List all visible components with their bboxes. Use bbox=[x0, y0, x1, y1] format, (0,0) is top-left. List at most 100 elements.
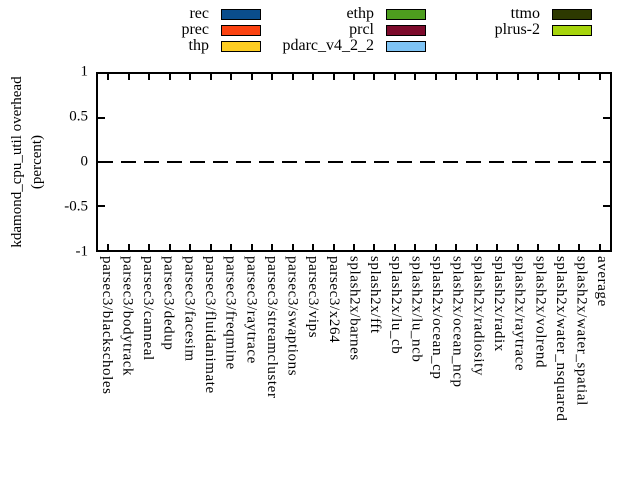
x-tick-label: splash2x/ocean_cp bbox=[429, 256, 446, 380]
legend-column: rec prec thp bbox=[89, 6, 261, 54]
x-tick-mark bbox=[332, 74, 335, 80]
y-axis-title-line1: kdamond_cpu_util overhead bbox=[9, 76, 25, 248]
legend-color-swatch-ttmo bbox=[552, 8, 592, 20]
x-tick-mark bbox=[496, 74, 499, 80]
x-tick-mark bbox=[434, 74, 437, 80]
x-tick-mark bbox=[516, 244, 519, 250]
legend-color-swatch-rec bbox=[221, 8, 261, 20]
x-tick-mark bbox=[291, 74, 294, 80]
legend-entry-thp: thp bbox=[89, 38, 261, 54]
y-tick-mark bbox=[603, 205, 610, 207]
x-tick-mark bbox=[373, 244, 376, 250]
x-tick-mark bbox=[537, 244, 540, 250]
x-tick-mark bbox=[250, 244, 253, 250]
x-tick-mark bbox=[373, 74, 376, 80]
x-tick-mark bbox=[209, 74, 212, 80]
x-tick-label: parsec3/fluidanimate bbox=[202, 256, 219, 394]
x-tick-mark bbox=[353, 244, 355, 250]
x-tick-mark bbox=[168, 244, 171, 250]
x-tick-mark bbox=[557, 244, 560, 250]
x-tick-label: parsec3/freqmine bbox=[222, 256, 239, 370]
x-tick-mark bbox=[455, 74, 458, 80]
zero-baseline bbox=[98, 161, 610, 163]
x-tick-mark bbox=[250, 74, 253, 80]
legend-entry-prcl: prcl bbox=[254, 22, 426, 38]
x-tick-label: splash2x/lu_ncb bbox=[408, 256, 425, 363]
x-tick-label: splash2x/volrend bbox=[532, 256, 549, 369]
legend-column: ethp prcl pdarc_v4_2_2 bbox=[254, 6, 426, 54]
x-tick-label: parsec3/raytrace bbox=[243, 256, 260, 364]
y-tick-mark bbox=[98, 161, 105, 163]
legend-color-swatch-prcl bbox=[386, 24, 426, 36]
x-tick-mark bbox=[291, 244, 294, 250]
legend-entry-prec: prec bbox=[89, 22, 261, 38]
x-tick-mark bbox=[475, 74, 478, 80]
x-tick-mark bbox=[332, 244, 335, 250]
x-tick-mark bbox=[578, 74, 581, 80]
legend-color-swatch-pdarc_v4_2_2 bbox=[386, 40, 426, 52]
y-tick-mark bbox=[603, 161, 610, 163]
x-tick-label: splash2x/lu_cb bbox=[387, 256, 404, 355]
x-tick-mark bbox=[414, 244, 417, 250]
x-tick-label: parsec3/canneal bbox=[140, 256, 157, 361]
y-tick-label: 1 bbox=[80, 63, 89, 80]
x-tick-label: average bbox=[594, 256, 611, 307]
x-tick-mark bbox=[189, 244, 192, 250]
legend-color-swatch-prec bbox=[221, 24, 261, 36]
x-tick-mark bbox=[127, 74, 130, 80]
x-tick-mark bbox=[578, 244, 581, 250]
x-tick-mark bbox=[393, 74, 396, 80]
x-tick-mark bbox=[496, 244, 499, 250]
y-tick-mark bbox=[603, 117, 610, 119]
legend-column: ttmo plrus-2 bbox=[420, 6, 592, 38]
x-tick-mark bbox=[271, 74, 274, 80]
legend-entry-ethp: ethp bbox=[254, 6, 426, 22]
x-tick-label: parsec3/x264 bbox=[325, 256, 342, 344]
x-tick-label: splash2x/fft bbox=[367, 256, 384, 334]
x-tick-mark bbox=[598, 244, 601, 250]
legend-color-swatch-ethp bbox=[386, 8, 426, 20]
x-tick-label: splash2x/water_nsquared bbox=[552, 256, 569, 422]
legend-entry-label: plrus-2 bbox=[494, 21, 540, 38]
x-tick-mark bbox=[189, 74, 192, 80]
x-tick-mark bbox=[271, 244, 274, 250]
x-tick-label: splash2x/water_spatial bbox=[573, 256, 590, 406]
legend-entry-pdarc_v4_2_2: pdarc_v4_2_2 bbox=[254, 38, 426, 54]
x-tick-mark bbox=[312, 74, 315, 80]
y-tick-label: 0.5 bbox=[69, 108, 88, 125]
x-tick-label: splash2x/raytrace bbox=[511, 256, 528, 372]
x-tick-label: parsec3/swaptions bbox=[284, 256, 301, 377]
x-tick-mark bbox=[455, 244, 458, 250]
x-tick-mark bbox=[107, 74, 110, 80]
x-tick-mark bbox=[148, 244, 151, 250]
x-tick-label: parsec3/bodytrack bbox=[119, 256, 136, 377]
x-tick-label: splash2x/radiosity bbox=[470, 256, 487, 376]
y-tick-label: -0.5 bbox=[64, 198, 88, 215]
legend-color-swatch-thp bbox=[221, 40, 261, 52]
x-tick-mark bbox=[353, 74, 355, 80]
x-tick-mark bbox=[230, 244, 233, 250]
x-tick-label: splash2x/barnes bbox=[346, 256, 363, 361]
x-tick-label: splash2x/ocean_ncp bbox=[449, 256, 466, 388]
y-tick-mark bbox=[98, 205, 105, 207]
x-tick-mark bbox=[312, 244, 315, 250]
y-tick-mark bbox=[98, 117, 105, 119]
plot-area bbox=[96, 72, 612, 252]
y-tick-label: 0 bbox=[80, 153, 89, 170]
legend-entry-label: ethp bbox=[346, 5, 374, 22]
x-tick-mark bbox=[168, 74, 171, 80]
x-tick-mark bbox=[209, 244, 212, 250]
x-tick-mark bbox=[148, 74, 151, 80]
x-tick-labels: parsec3/blackscholes parsec3/bodytrack par… bbox=[96, 256, 612, 480]
x-tick-label: parsec3/streamcluster bbox=[263, 256, 280, 399]
x-tick-mark bbox=[107, 244, 110, 250]
legend-entry-label: pdarc_v4_2_2 bbox=[282, 37, 374, 54]
legend-color-swatch-plrus-2 bbox=[552, 24, 592, 36]
x-tick-mark bbox=[516, 74, 519, 80]
legend-entry-label: rec bbox=[189, 5, 209, 22]
legend-entry-label: thp bbox=[188, 37, 209, 54]
legend-entry-ttmo: ttmo bbox=[420, 6, 592, 22]
x-tick-label: parsec3/vips bbox=[305, 256, 322, 339]
x-tick-label: parsec3/facesim bbox=[181, 256, 198, 362]
